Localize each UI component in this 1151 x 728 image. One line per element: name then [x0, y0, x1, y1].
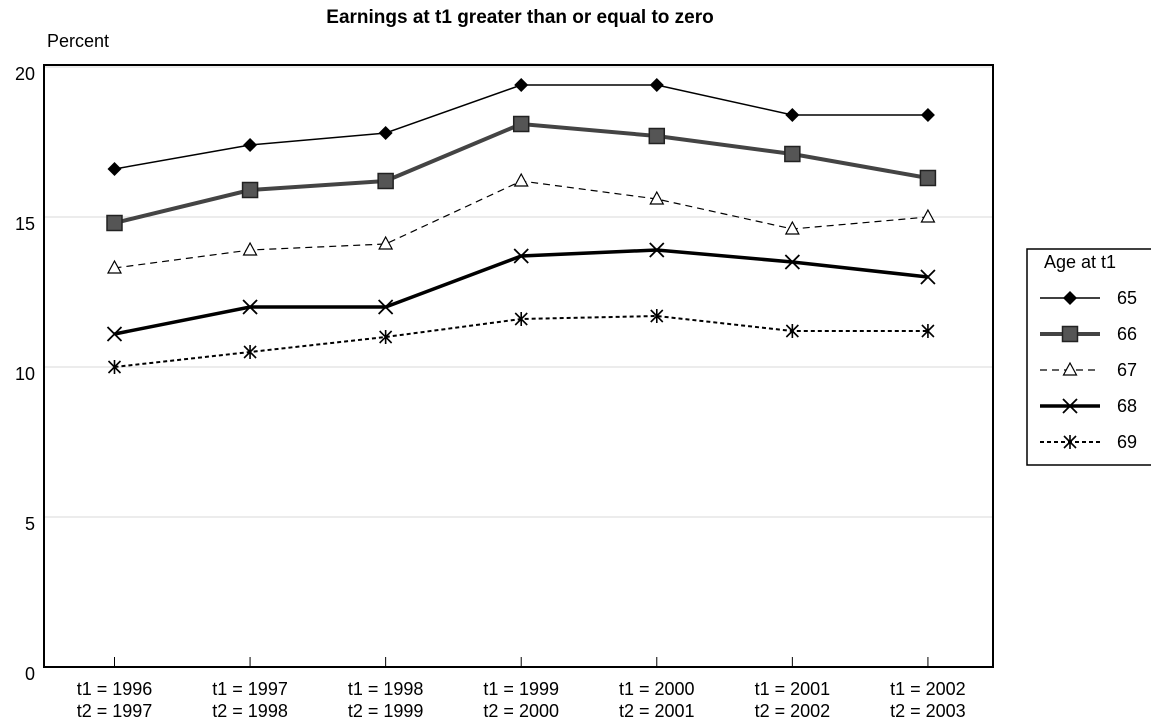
marker: [1062, 361, 1078, 376]
marker: [377, 172, 394, 190]
marker: [649, 190, 665, 205]
y-tick-label: 10: [15, 364, 35, 384]
chart-title: Earnings at t1 greater than or equal to …: [326, 7, 713, 28]
marker: [106, 214, 123, 232]
marker: [243, 345, 257, 359]
marker: [785, 324, 799, 338]
marker: [920, 108, 935, 122]
marker: [649, 242, 665, 258]
x-tick-label: t1 = 2000: [619, 679, 695, 699]
marker: [921, 324, 935, 338]
plot-frame: [43, 64, 994, 668]
marker: [784, 254, 800, 270]
y-tick-label: 20: [15, 64, 35, 84]
marker: [378, 235, 394, 250]
marker: [106, 326, 123, 342]
marker: [1063, 291, 1077, 305]
marker: [1061, 325, 1079, 343]
marker: [241, 181, 259, 199]
marker: [784, 220, 800, 235]
y-tick-label: 15: [15, 214, 35, 234]
marker: [649, 78, 664, 92]
x-tick-label: t1 = 1997: [212, 679, 288, 699]
marker: [920, 269, 936, 285]
marker: [512, 115, 530, 133]
x-tick-label: t1 = 2001: [755, 679, 831, 699]
legend-label: 69: [1117, 432, 1137, 452]
marker: [379, 330, 393, 344]
marker: [920, 208, 936, 223]
marker: [1063, 435, 1077, 449]
x-tick-label: t2 = 2003: [890, 701, 966, 721]
x-tick-label: t1 = 2002: [890, 679, 966, 699]
x-tick-label: t1 = 1998: [348, 679, 424, 699]
legend-label: 65: [1117, 288, 1137, 308]
legend-label: 67: [1117, 360, 1137, 380]
x-tick-label: t1 = 1999: [483, 679, 559, 699]
marker: [107, 360, 122, 374]
y-tick-label: 0: [25, 664, 35, 684]
marker: [378, 126, 393, 140]
marker: [378, 299, 394, 315]
y-tick-label: 5: [25, 514, 35, 534]
legend-label: 68: [1117, 396, 1137, 416]
x-tick-label: t2 = 1998: [212, 701, 288, 721]
marker: [106, 259, 123, 274]
x-tick-label: t2 = 1999: [348, 701, 424, 721]
marker: [513, 248, 529, 264]
legend-box: [1026, 248, 1151, 466]
legend-label: 66: [1117, 324, 1137, 344]
x-tick-label: t1 = 1996: [77, 679, 153, 699]
marker: [513, 172, 529, 187]
marker: [785, 108, 800, 122]
marker: [243, 138, 258, 152]
x-tick-label: t2 = 2000: [483, 701, 559, 721]
x-tick-label: t2 = 2001: [619, 701, 695, 721]
marker: [648, 127, 666, 145]
marker: [514, 78, 529, 92]
x-tick-label: t2 = 2002: [755, 701, 831, 721]
marker: [1062, 398, 1078, 414]
marker: [784, 145, 801, 163]
y-axis-label: Percent: [47, 31, 109, 51]
marker: [107, 162, 122, 176]
marker: [919, 169, 937, 187]
marker: [650, 309, 664, 323]
legend-title: Age at t1: [1044, 252, 1116, 272]
marker: [242, 241, 258, 256]
x-tick-label: t2 = 1997: [77, 701, 153, 721]
marker: [514, 312, 528, 326]
marker: [242, 299, 258, 315]
